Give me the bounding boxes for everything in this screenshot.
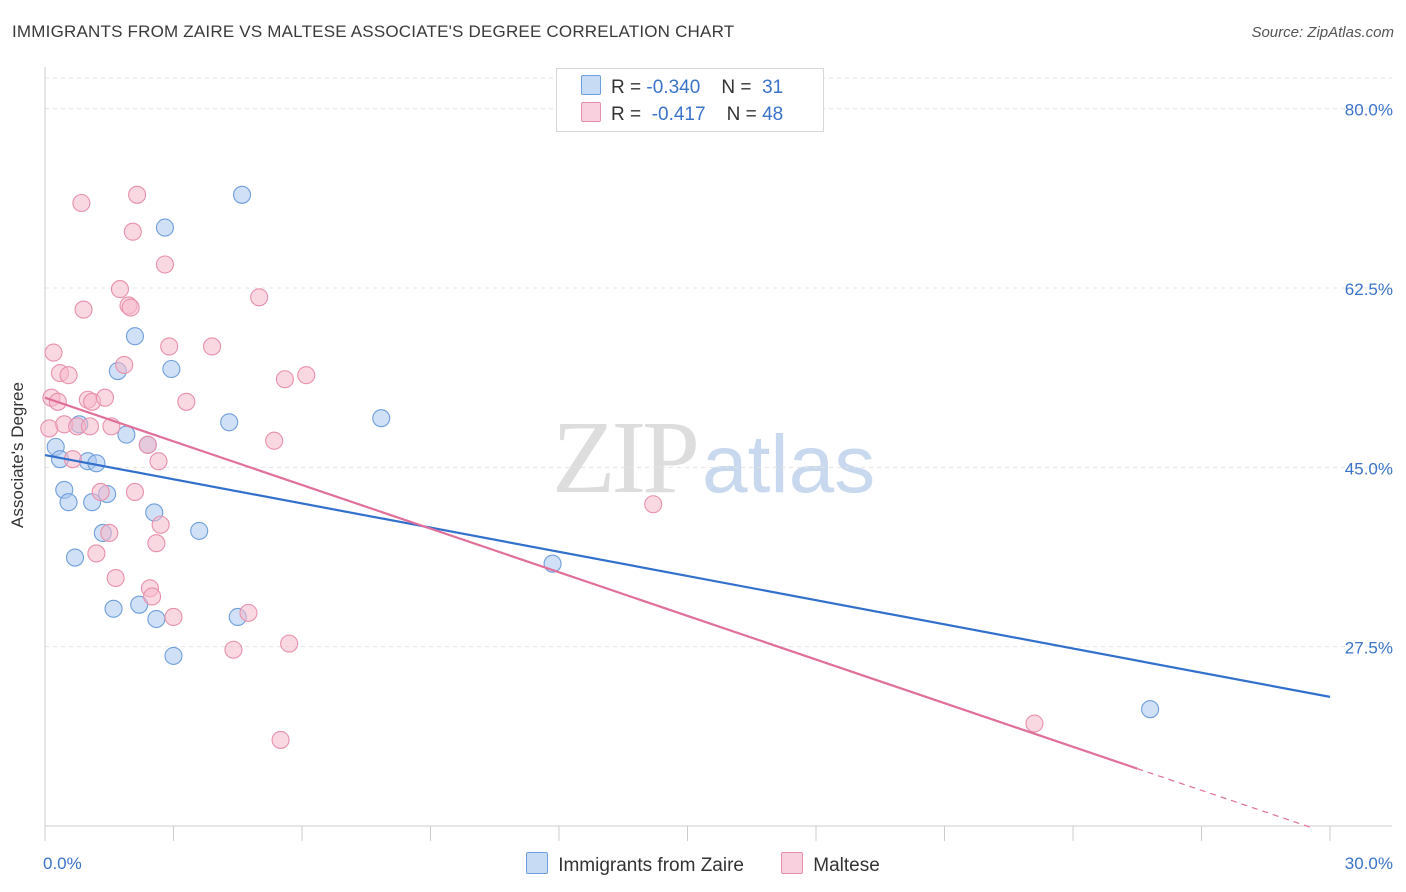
maltese-point xyxy=(151,515,170,534)
maltese-point xyxy=(74,300,93,319)
maltese-point xyxy=(123,222,142,241)
maltese-point xyxy=(160,337,179,356)
maltese-point xyxy=(250,288,269,307)
source-label: Source: ZipAtlas.com xyxy=(1251,24,1394,41)
zaire-point xyxy=(59,493,78,512)
legend-swatch-zaire-bottom xyxy=(526,852,549,874)
maltese-point xyxy=(87,544,106,563)
maltese-point xyxy=(149,452,168,471)
y-tick-label: 80.0% xyxy=(1345,101,1393,120)
maltese-point xyxy=(40,419,59,438)
zaire-point xyxy=(65,548,85,567)
zaire-point xyxy=(372,409,391,428)
x-tick-label-end: 30.0% xyxy=(1345,854,1393,873)
zaire-point xyxy=(1141,700,1160,719)
legend-r-maltese: -0.417 xyxy=(651,104,706,125)
maltese-trend-extension xyxy=(1137,768,1314,829)
y-tick-label: 27.5% xyxy=(1345,639,1393,658)
zaire-point xyxy=(104,599,123,618)
maltese-point xyxy=(44,343,63,362)
y-axis-label: Associate's Degree xyxy=(8,382,27,528)
maltese-trend-line xyxy=(44,396,1138,770)
zaire-point xyxy=(155,218,174,237)
maltese-point xyxy=(138,435,157,454)
series-legend: Immigrants from Zaire Maltese xyxy=(0,852,1406,877)
legend-n-zaire: 31 xyxy=(762,77,784,98)
y-tick-label: 45.0% xyxy=(1345,459,1393,478)
maltese-point xyxy=(125,482,144,502)
maltese-point xyxy=(110,280,130,299)
watermark-zip: ZIP xyxy=(552,400,700,515)
maltese-point xyxy=(143,587,162,606)
zaire-point xyxy=(125,327,144,346)
zaire-point xyxy=(130,595,149,614)
maltese-point xyxy=(106,568,125,588)
maltese-point xyxy=(155,255,174,274)
legend-swatch-zaire xyxy=(581,75,601,95)
legend-swatch-maltese-bottom xyxy=(781,852,804,874)
maltese-point xyxy=(1025,714,1044,733)
maltese-point xyxy=(59,366,78,385)
zaire-point xyxy=(117,425,136,444)
maltese-point xyxy=(177,392,196,411)
maltese-point xyxy=(164,607,183,627)
maltese-point xyxy=(95,388,115,407)
legend-r-zaire: -0.340 xyxy=(646,77,701,98)
watermark: ZIPatlas xyxy=(552,398,875,517)
legend-row-maltese: R = -0.417 N = 48 xyxy=(581,102,783,126)
legend-item-zaire: Immigrants from Zaire xyxy=(526,852,744,877)
maltese-point xyxy=(280,634,299,653)
chart-title: IMMIGRANTS FROM ZAIRE VS MALTESE ASSOCIA… xyxy=(12,22,735,41)
maltese-point xyxy=(239,603,258,622)
maltese-point xyxy=(224,640,243,659)
maltese-point xyxy=(271,730,290,749)
maltese-point xyxy=(265,431,284,450)
legend-item-maltese: Maltese xyxy=(781,852,880,877)
legend-swatch-maltese xyxy=(581,102,601,122)
legend-row-zaire: R = -0.340 N = 31 xyxy=(581,75,783,99)
maltese-point xyxy=(72,193,91,213)
maltese-point xyxy=(297,366,316,385)
watermark-atlas: atlas xyxy=(702,419,876,510)
maltese-point xyxy=(275,370,294,389)
zaire-point xyxy=(220,413,239,432)
stats-legend: R = -0.340 N = 31 R = -0.417 N = 48 xyxy=(556,68,824,132)
zaire-point xyxy=(162,359,181,379)
maltese-point xyxy=(115,355,134,374)
maltese-point xyxy=(644,495,663,514)
legend-n-maltese: 48 xyxy=(762,104,784,125)
y-tick-label: 62.5% xyxy=(1345,280,1393,299)
zaire-point xyxy=(147,609,166,629)
zaire-point xyxy=(190,521,209,540)
maltese-point xyxy=(100,523,119,542)
maltese-point xyxy=(80,417,100,436)
x-tick-label-start: 0.0% xyxy=(43,854,82,873)
zaire-trend-line xyxy=(44,453,1331,698)
maltese-point xyxy=(128,185,147,204)
maltese-point xyxy=(203,337,222,356)
maltese-point xyxy=(91,482,110,502)
maltese-point xyxy=(147,534,166,553)
zaire-point xyxy=(232,185,252,204)
zaire-point xyxy=(164,646,183,665)
maltese-point xyxy=(121,298,140,317)
